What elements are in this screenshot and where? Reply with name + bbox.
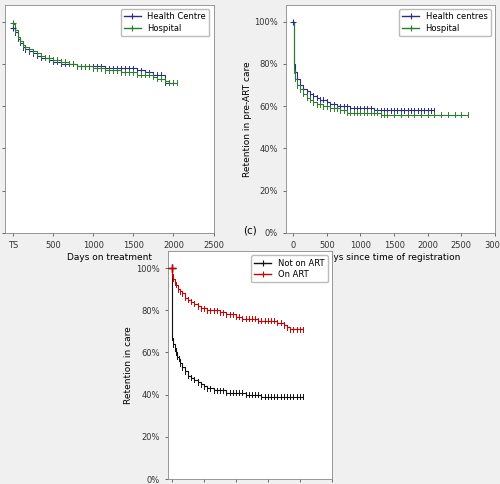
Legend: Health Centre, Hospital: Health Centre, Hospital (120, 9, 210, 36)
Y-axis label: Retention in care: Retention in care (124, 326, 134, 404)
X-axis label: Days since time of registration: Days since time of registration (321, 253, 460, 262)
Legend: Health centres, Hospital: Health centres, Hospital (399, 9, 491, 36)
Text: (c): (c) (243, 225, 257, 235)
Y-axis label: Retention in pre-ART care: Retention in pre-ART care (242, 61, 252, 177)
Legend: Not on ART, On ART: Not on ART, On ART (251, 255, 328, 283)
X-axis label: Days on treatment: Days on treatment (67, 253, 152, 262)
